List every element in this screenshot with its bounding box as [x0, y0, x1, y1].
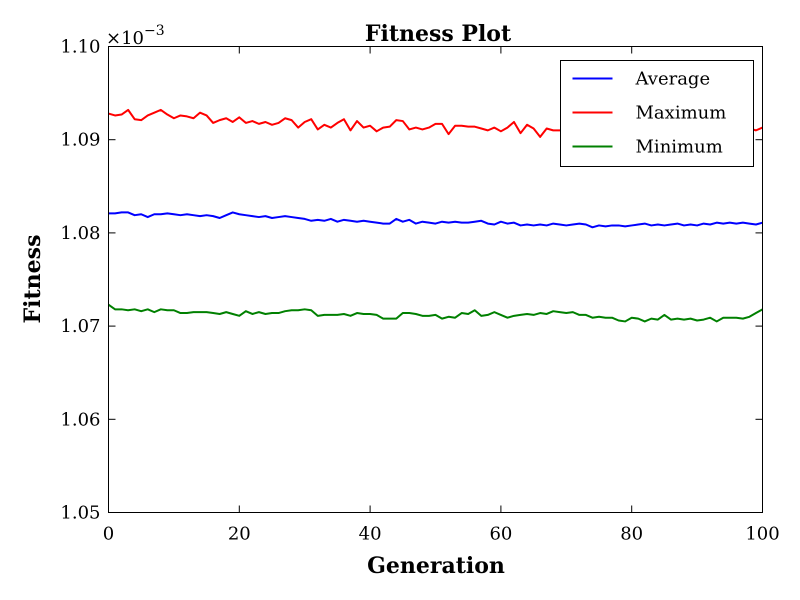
x-tick-label: 80 — [620, 524, 643, 545]
y-tick-label: 1.06 — [60, 409, 100, 430]
y-tick-label: 1.10 — [60, 37, 100, 58]
y-tick-label: 1.05 — [60, 503, 100, 524]
y-offset-label: ×10−3 — [106, 23, 165, 49]
y-offset-exponent: −3 — [144, 23, 165, 39]
x-tick-label: 0 — [103, 524, 114, 545]
chart-title: Fitness Plot — [365, 21, 512, 47]
legend: Average Maximum Minimum — [560, 60, 754, 167]
series-line-average — [108, 211, 763, 229]
legend-label-average: Average — [635, 69, 711, 90]
legend-label-maximum: Maximum — [636, 103, 727, 124]
legend-label-minimum: Minimum — [636, 137, 723, 158]
x-tick-label: 40 — [359, 524, 382, 545]
x-tick-label: 60 — [489, 524, 512, 545]
axis-ticks: 0 20 40 60 80 100 1.05 1.06 1.07 1.08 1.09 1.10 — [60, 37, 779, 545]
x-tick-label: 100 — [745, 524, 779, 545]
y-tick-label: 1.08 — [60, 223, 100, 244]
plot-frame — [108, 46, 763, 513]
y-tick-label: 1.09 — [60, 130, 100, 151]
x-tick-label: 20 — [228, 524, 251, 545]
y-tick-label: 1.07 — [60, 316, 100, 337]
y-axis-title: Fitness — [20, 235, 46, 324]
x-axis-title: Generation — [367, 553, 505, 579]
series-line-minimum — [107, 303, 763, 323]
y-offset-base: ×10 — [106, 28, 144, 49]
